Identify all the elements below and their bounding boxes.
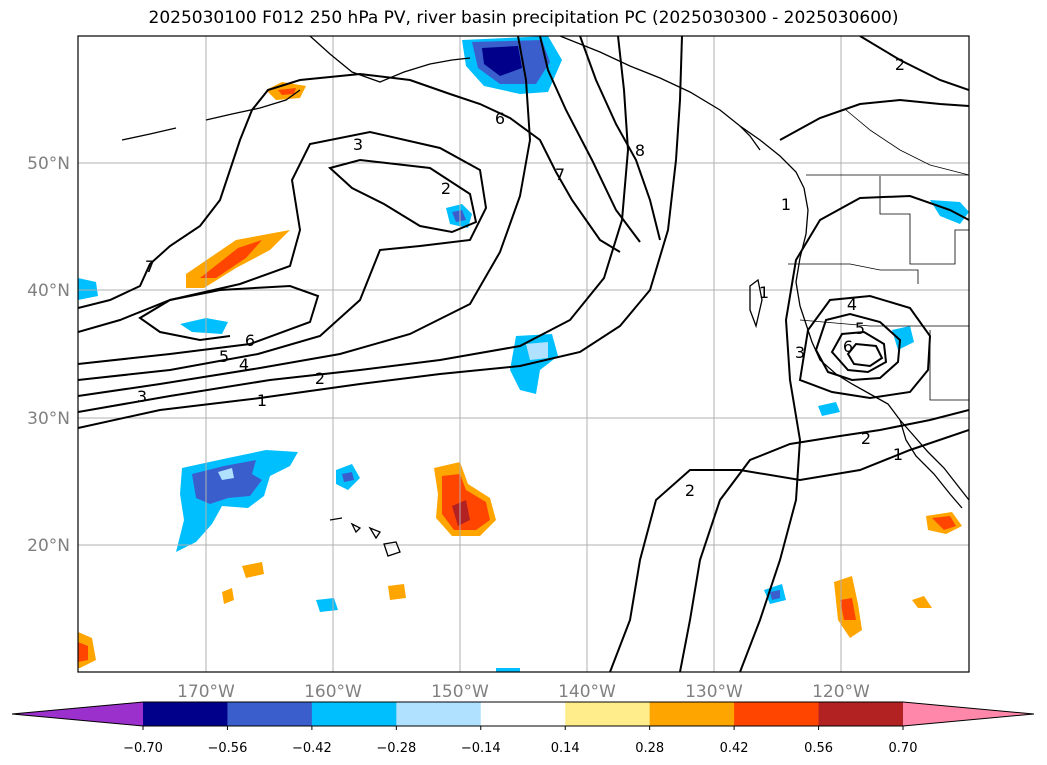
- precip-negative-area: [342, 472, 354, 482]
- colorbar-segment: [227, 702, 313, 726]
- pv-contour-label: 2: [441, 179, 451, 198]
- precip-negative-area: [892, 326, 914, 350]
- precip-positive-area: [222, 588, 234, 604]
- colorbar-extend-high: [903, 702, 1034, 726]
- colorbar-tick-label: −0.28: [376, 741, 416, 756]
- lon-label: 120°W: [812, 682, 870, 702]
- pv-contour-label: 1: [759, 283, 769, 302]
- colorbar-segment: [311, 702, 397, 726]
- precip-positive-area: [388, 584, 406, 600]
- lat-label: 20°N: [27, 536, 70, 556]
- pv-contour-label: 3: [795, 343, 805, 362]
- colorbar-tick-label: 0.42: [720, 741, 749, 756]
- precip-negative-area: [496, 668, 520, 672]
- pv-contour-label: 5: [855, 319, 865, 338]
- precip-positive-area: [932, 516, 956, 530]
- colorbar-extend-low: [12, 702, 143, 726]
- precip-positive-area: [200, 240, 262, 278]
- pv-contour-labels: 1 2 3 4 5 6 7 3 2 6 7 8 2 2 1 3 4 5 6 1 …: [137, 55, 905, 500]
- precip-negative-area: [316, 598, 338, 612]
- lon-label: 130°W: [685, 682, 743, 702]
- political-borders: [788, 109, 969, 401]
- lat-label: 40°N: [27, 281, 70, 301]
- colorbar-segment: [649, 702, 735, 726]
- pv-contour-label: 2: [685, 481, 695, 500]
- pv-contour-label: 3: [353, 135, 363, 154]
- precip-negative-area: [192, 460, 262, 504]
- precip-positive-area: [78, 642, 88, 662]
- precip-negative-area: [930, 200, 969, 224]
- pv-contours: [78, 36, 969, 672]
- pv-contour-label: 2: [315, 369, 325, 388]
- precip-negative-area: [818, 402, 840, 416]
- latitude-labels: 20°N 30°N 40°N 50°N: [27, 154, 70, 556]
- pv-contour-label: 1: [893, 445, 903, 464]
- colorbar-segment: [734, 702, 820, 726]
- map-frame: [77, 35, 970, 673]
- precip-negative-area: [770, 590, 780, 600]
- lon-label: 150°W: [431, 682, 489, 702]
- precip-positive-area: [242, 562, 264, 578]
- colorbar: −0.70 −0.56 −0.42 −0.28 −0.14 0.14 0.28 0.42 0.5…: [11, 701, 1035, 756]
- colorbar-segment: [143, 702, 228, 726]
- precip-negative-area: [180, 318, 228, 334]
- pv-contour-label: 4: [239, 355, 249, 374]
- pv-contour-label: 5: [219, 347, 229, 366]
- colorbar-segment: [565, 702, 651, 726]
- precip-positive-area: [840, 598, 856, 620]
- pv-contour-label: 3: [137, 387, 147, 406]
- pv-contour-label: 7: [555, 165, 565, 184]
- pv-contour-label: 7: [145, 257, 155, 276]
- longitude-labels: 170°W 160°W 150°W 140°W 130°W 120°W: [177, 682, 870, 702]
- colorbar-segment: [480, 702, 566, 726]
- lon-label: 170°W: [177, 682, 235, 702]
- precip-negative-area: [510, 334, 558, 394]
- colorbar-tick-label: −0.42: [292, 741, 332, 756]
- pv-contour-label: 8: [635, 141, 645, 160]
- lon-label: 160°W: [304, 682, 362, 702]
- precip-positive-area: [278, 88, 296, 95]
- colorbar-tick-label: 0.28: [635, 741, 664, 756]
- lon-label: 140°W: [558, 682, 616, 702]
- precip-negative-area: [482, 46, 522, 76]
- pv-contour-label: 6: [843, 337, 853, 356]
- colorbar-tick-label: 0.56: [804, 741, 833, 756]
- pv-contour-label: 1: [781, 195, 791, 214]
- precip-positive-area: [452, 500, 470, 526]
- colorbar-segment: [396, 702, 482, 726]
- precip-negative-area: [452, 210, 466, 222]
- precip-positive-area: [912, 596, 932, 608]
- colorbar-segment: [818, 702, 904, 726]
- precip-negative-area: [78, 278, 98, 300]
- pv-contour-label: 6: [495, 109, 505, 128]
- precip-negative-area: [218, 468, 234, 480]
- pv-contour-label: 2: [895, 55, 905, 74]
- colorbar-tick-label: −0.14: [461, 741, 501, 756]
- lat-label: 50°N: [27, 154, 70, 174]
- colorbar-tick-label: −0.70: [123, 741, 163, 756]
- lat-label: 30°N: [27, 409, 70, 429]
- precipitation-anomaly-layer: [78, 36, 969, 672]
- colorbar-tick-label: 0.70: [889, 741, 918, 756]
- pv-contour-label: 1: [257, 391, 267, 410]
- colorbar-tick-label: −0.56: [208, 741, 248, 756]
- precip-negative-area: [526, 342, 548, 360]
- pv-contour-label: 6: [245, 331, 255, 350]
- pv-contour-label: 2: [861, 429, 871, 448]
- colorbar-tick-label: 0.14: [551, 741, 580, 756]
- map-title: 2025030100 F012 250 hPa PV, river basin …: [148, 8, 899, 28]
- pv-contour-label: 4: [847, 295, 857, 314]
